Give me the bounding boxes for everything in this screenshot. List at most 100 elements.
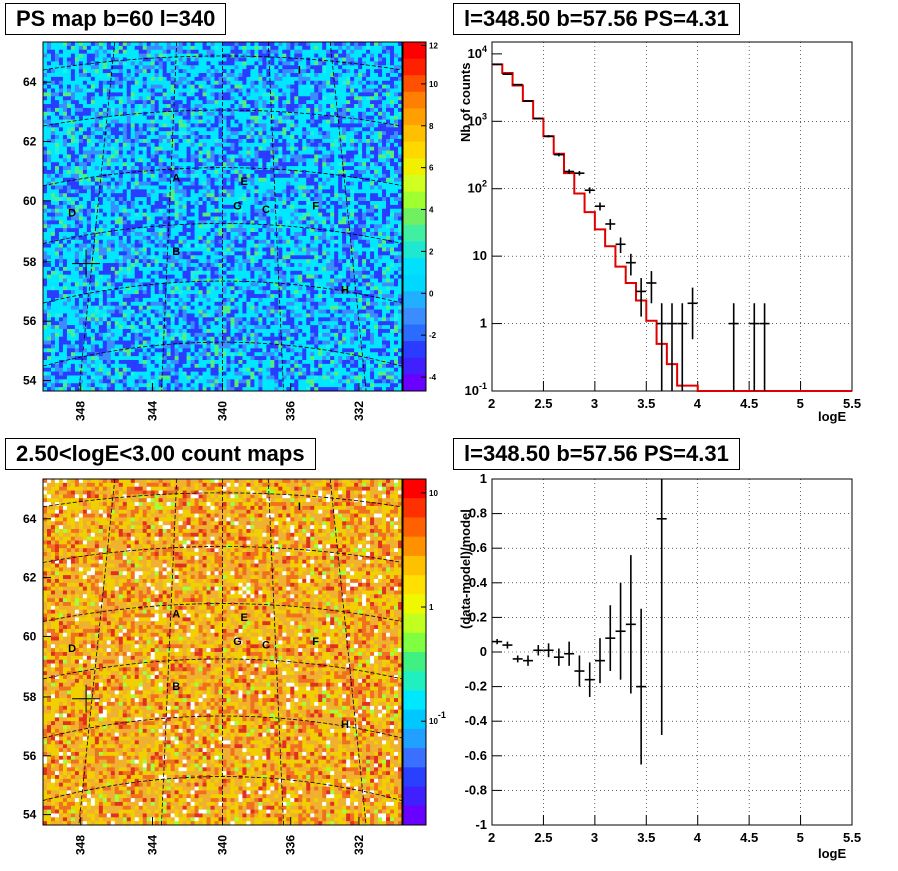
count-map-heatmap-graticule (42, 478, 403, 826)
x-axis-label: logE (818, 409, 846, 424)
data-point (584, 187, 595, 194)
residual-point (523, 655, 533, 666)
residual-point (625, 555, 636, 694)
longitude-line (329, 41, 367, 392)
y-tick-label: 0 (480, 644, 487, 659)
residual-title: l=348.50 b=57.56 PS=4.31 (453, 438, 740, 470)
source-label-c: C (262, 204, 270, 216)
residual-point (512, 655, 523, 663)
source-label-d: D (68, 208, 76, 220)
y-tick-label: 10 (473, 248, 487, 263)
longitude-line (329, 478, 367, 826)
source-label-f: F (312, 201, 319, 213)
longitude-line (267, 41, 284, 392)
count-map-heatmap (43, 479, 403, 826)
data-point (615, 237, 626, 254)
y-tick-label: 62 (23, 134, 37, 148)
y-tick-label: 102 (468, 179, 487, 196)
data-point (749, 303, 760, 391)
colorbar-tick-label: 10 (429, 489, 438, 498)
x-tick-label: 2.5 (534, 396, 552, 411)
colorbar-tick-label: 2 (429, 247, 434, 256)
colorbar-tick-label: 1 (429, 603, 434, 612)
y-tick-label: -0.4 (465, 713, 488, 728)
source-label-e: E (240, 612, 247, 624)
spectrum-plot: 2 2.5 3 3.5 4 4.5 5 5.5 10-1 1 10 102 103 104 (465, 41, 861, 411)
data-point (502, 73, 513, 75)
y-tick-label: 0.4 (469, 575, 488, 590)
y-tick-label: 58 (23, 255, 37, 269)
data-point (625, 253, 636, 276)
data-point (564, 169, 575, 174)
y-tick-label: 56 (23, 749, 37, 763)
data-point (595, 202, 605, 211)
data-point (759, 303, 770, 391)
source-label-b: B (172, 681, 180, 693)
residual-point (492, 639, 503, 645)
colorbar-tick-label: 10 (429, 80, 438, 89)
source-label-e: E (240, 176, 247, 188)
data-point (523, 100, 533, 102)
y-tick-label: 64 (23, 75, 37, 89)
y-tick-label: -0.6 (465, 748, 487, 763)
source-label-h: H (341, 284, 349, 296)
y-tick-label: 62 (23, 571, 37, 585)
y-tick-label: 103 (468, 111, 487, 128)
data-point (646, 271, 657, 304)
latitude-line (42, 603, 403, 622)
longitude-line (267, 478, 284, 826)
data-point (605, 219, 616, 230)
y-axis-label: Nb of counts (458, 63, 473, 142)
colorbar-tick-label: 6 (429, 164, 434, 173)
residual-point (553, 648, 564, 666)
residual-point (595, 638, 605, 684)
y-tick-label: -1 (475, 817, 487, 832)
x-tick-label: 2 (488, 830, 495, 845)
colorbar-tick-label: 12 (429, 41, 438, 50)
grid (492, 479, 852, 825)
y-axis-label: (data-model)/model (458, 509, 473, 629)
ps-map-colorbar: 12 10 8 6 4 2 0 -2 -4 (402, 41, 438, 392)
x-tick-label: 332 (352, 401, 366, 421)
x-tick-label: 348 (74, 401, 88, 421)
y-tick-label: -0.2 (465, 679, 487, 694)
x-tick-label: 3 (591, 396, 598, 411)
x-tick-label: 336 (284, 835, 298, 855)
x-tick-label: 5.5 (843, 830, 861, 845)
y-tick-label: -0.8 (465, 782, 487, 797)
data-point (492, 63, 503, 66)
latitude-line (42, 167, 403, 187)
y-tick-label: 56 (23, 314, 37, 328)
x-tick-label: 3.5 (637, 830, 655, 845)
x-tick-label: 5 (797, 396, 804, 411)
x-tick-label: 344 (145, 401, 159, 421)
x-tick-label: 4.5 (740, 830, 758, 845)
y-tick-label: 54 (23, 374, 37, 388)
residual-point (564, 641, 575, 666)
source-label-a: A (172, 173, 180, 185)
x-tick-label: 344 (145, 835, 159, 855)
residual-point (574, 655, 585, 687)
data-point (667, 303, 677, 391)
data-point (656, 303, 667, 391)
residual-point (502, 641, 513, 649)
colorbar-tick-label: 8 (429, 122, 434, 131)
x-tick-label: 4.5 (740, 396, 758, 411)
y-tick-label: 10-1 (465, 381, 487, 398)
y-tick-label: 0.8 (469, 506, 487, 521)
residual-plot: 2 2.5 3 3.5 4 4.5 5 5.5 -1 -0.8 -0.6 -0.4 -0.2 0 0.2 0.… (465, 471, 861, 845)
source-label-i: I (298, 501, 301, 513)
residual-point (533, 645, 544, 656)
y-tick-label: 0.2 (469, 609, 487, 624)
x-tick-label: 348 (74, 835, 88, 855)
data-point (728, 303, 739, 391)
colorbar-tick-label: 10-1 (429, 710, 446, 726)
colorbar-tick-label: -4 (429, 373, 437, 382)
x-tick-label: 332 (352, 835, 366, 855)
data-point (636, 278, 647, 317)
x-tick-label: 336 (284, 401, 298, 421)
residual-point (543, 643, 554, 658)
ps-map-heatmap-graticule (42, 41, 403, 392)
source-label-b: B (172, 246, 180, 258)
